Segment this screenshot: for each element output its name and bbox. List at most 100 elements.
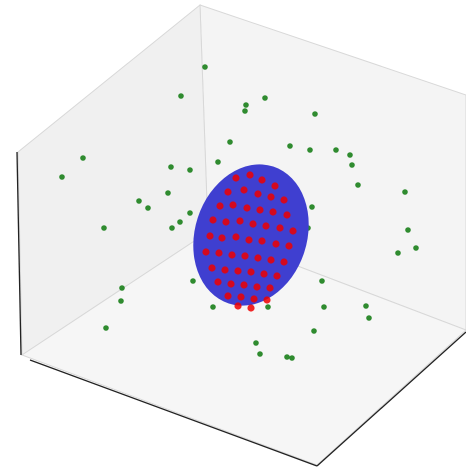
point [221, 266, 229, 274]
point [395, 250, 401, 256]
point [366, 315, 372, 321]
point [253, 340, 259, 346]
y-axis [316, 331, 466, 467]
point [169, 225, 175, 231]
point [242, 108, 248, 114]
point [280, 258, 288, 266]
point [234, 302, 242, 310]
point [243, 204, 251, 212]
point [271, 182, 279, 190]
point [250, 295, 258, 303]
point [287, 143, 293, 149]
point [228, 251, 236, 259]
point [236, 217, 244, 225]
point [118, 298, 124, 304]
point [254, 190, 262, 198]
point [187, 210, 193, 216]
point [285, 242, 293, 250]
point [267, 193, 275, 201]
point [249, 220, 257, 228]
point [177, 219, 183, 225]
point [307, 147, 313, 153]
point [202, 64, 208, 70]
point [224, 188, 232, 196]
point [263, 296, 271, 304]
point [101, 225, 107, 231]
point [333, 147, 339, 153]
point [245, 236, 253, 244]
point [178, 93, 184, 99]
point [227, 139, 233, 145]
point [206, 232, 214, 240]
point [402, 189, 408, 195]
point [237, 293, 245, 301]
point [266, 284, 274, 292]
point [265, 304, 271, 310]
point [136, 198, 142, 204]
point [363, 303, 369, 309]
point [240, 281, 248, 289]
point [283, 211, 291, 219]
x-axis [29, 359, 318, 467]
point [405, 227, 411, 233]
point [240, 186, 248, 194]
point [256, 206, 264, 214]
point [257, 351, 263, 357]
point [214, 278, 222, 286]
point [321, 304, 327, 310]
point [229, 201, 237, 209]
point [216, 202, 224, 210]
point [59, 174, 65, 180]
point [289, 355, 295, 361]
point [190, 278, 196, 284]
point [267, 256, 275, 264]
point [272, 240, 280, 248]
red-points [202, 171, 297, 312]
point [289, 227, 297, 235]
point [232, 174, 240, 182]
axes [16, 151, 466, 467]
point [215, 159, 221, 165]
point [262, 95, 268, 101]
point [312, 111, 318, 117]
point [241, 252, 249, 260]
point [222, 218, 230, 226]
point [254, 254, 262, 262]
point [145, 205, 151, 211]
point [215, 249, 223, 257]
point [80, 155, 86, 161]
point [347, 152, 353, 158]
point [355, 182, 361, 188]
point [202, 248, 210, 256]
point [165, 190, 171, 196]
point [258, 237, 266, 245]
z-axis [16, 151, 22, 356]
point [413, 245, 419, 251]
point [119, 285, 125, 291]
point [247, 304, 255, 312]
point [209, 216, 217, 224]
point [311, 328, 317, 334]
point [269, 208, 277, 216]
point [243, 102, 249, 108]
point [280, 196, 288, 204]
point [168, 164, 174, 170]
point [227, 280, 235, 288]
point [103, 325, 109, 331]
point [218, 234, 226, 242]
point [349, 162, 355, 168]
point [224, 292, 232, 300]
point [260, 270, 268, 278]
point [284, 354, 290, 360]
point [187, 167, 193, 173]
point [258, 176, 266, 184]
point [309, 204, 315, 210]
floor-pane [20, 231, 466, 466]
point [208, 264, 216, 272]
point [246, 171, 254, 179]
point [273, 272, 281, 280]
point [210, 304, 216, 310]
point [276, 224, 284, 232]
point [319, 278, 325, 284]
